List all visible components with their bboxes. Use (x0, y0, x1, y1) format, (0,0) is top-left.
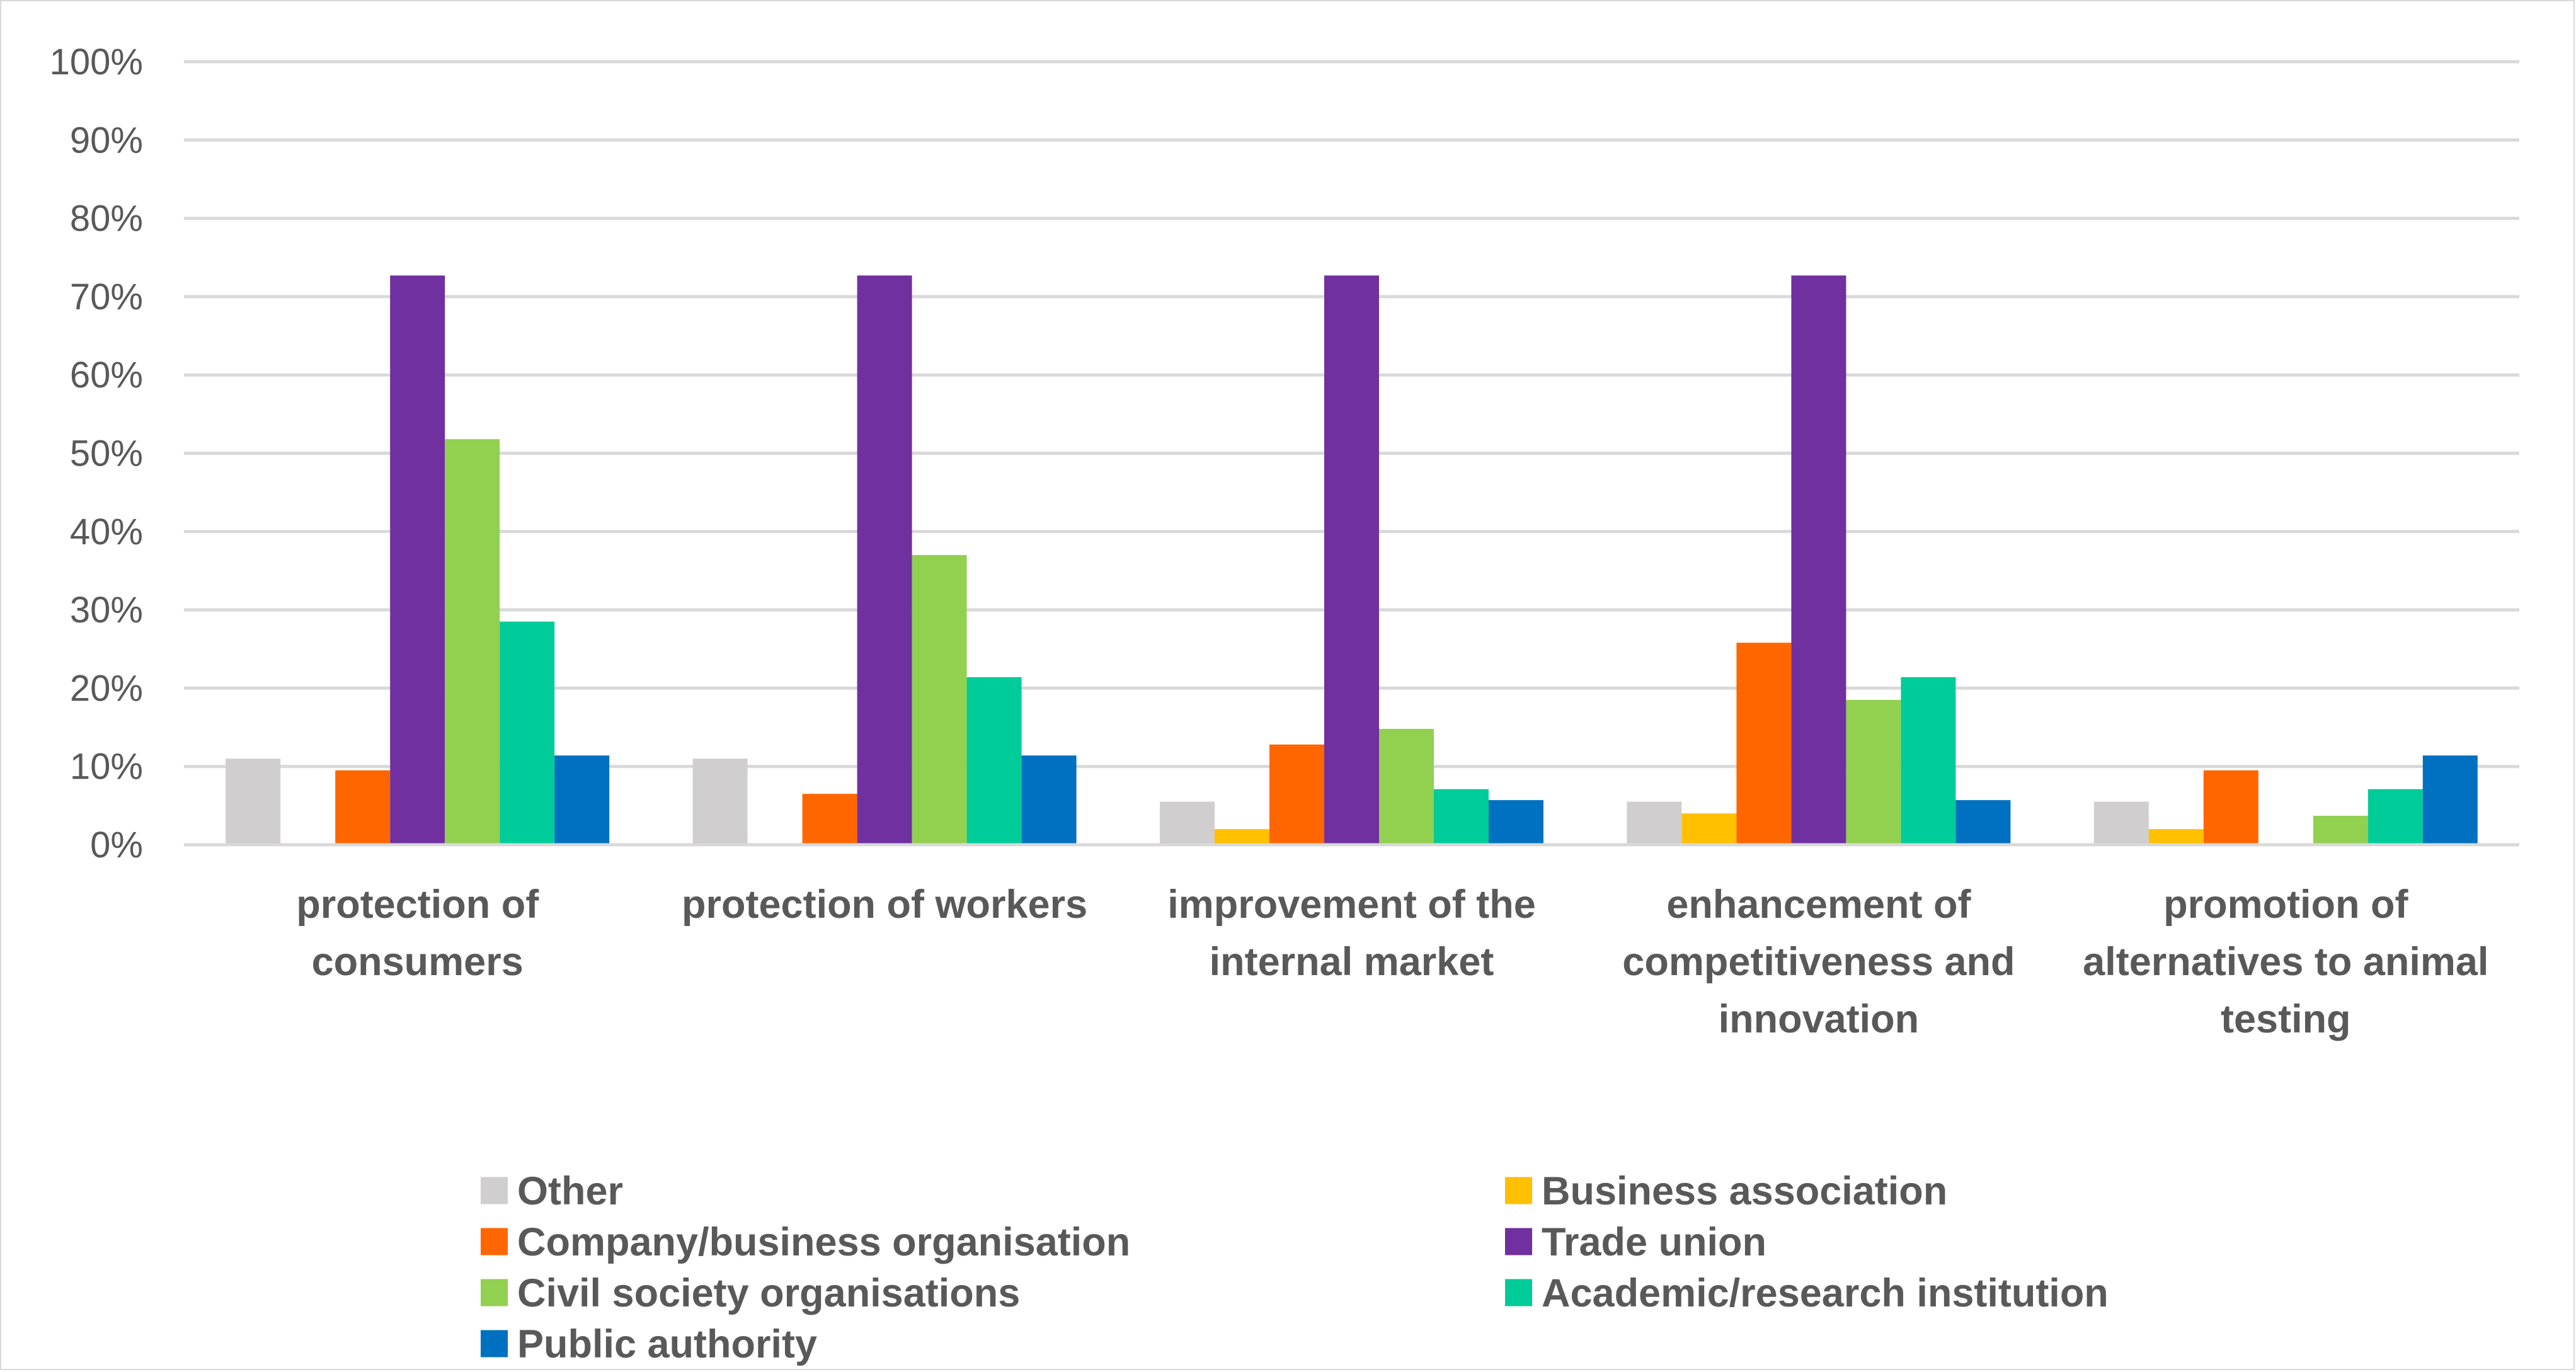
bar-other-4 (1627, 801, 1682, 845)
bar-company-business-organisation-2 (802, 794, 857, 845)
y-tick-label: 100% (50, 42, 143, 83)
category-label: enhancement of competitiveness and innovat… (1622, 883, 2015, 1041)
bar-civil-society-organisations-1 (445, 439, 500, 845)
bar-other-5 (2093, 801, 2149, 845)
legend-label: Trade union (1542, 1220, 1766, 1264)
bar-public-authority-2 (1021, 755, 1077, 845)
bar-academic-research-institution-3 (1434, 789, 1489, 845)
bar-public-authority-5 (2422, 755, 2478, 845)
category-label: promotion of alternatives to animal testin… (2083, 883, 2488, 1041)
bar-public-authority-1 (554, 755, 610, 845)
legend: Other Business association Company/busines… (481, 1169, 2109, 1366)
bar-company-business-organisation-4 (1736, 643, 1792, 845)
y-tick-label: 60% (70, 355, 143, 396)
legend-swatch (481, 1177, 508, 1204)
y-tick-label: 40% (70, 512, 143, 552)
legend-item-business-association: Business association (1505, 1169, 1947, 1213)
y-tick-label: 10% (70, 746, 143, 787)
legend-label: Public authority (517, 1322, 817, 1366)
bar-company-business-organisation-5 (2203, 770, 2258, 845)
y-tick-label: 90% (70, 120, 143, 161)
bar-civil-society-organisations-3 (1379, 729, 1434, 845)
bar-other-2 (692, 758, 748, 845)
bar-trade-union-2 (857, 275, 912, 845)
legend-item-trade-union: Trade union (1505, 1220, 1766, 1264)
bar-company-business-organisation-3 (1269, 744, 1324, 845)
bar-civil-society-organisations-2 (912, 555, 967, 845)
y-tick-label: 50% (70, 433, 143, 474)
legend-item-civil-society-organisations: Civil society organisations (481, 1271, 1020, 1315)
legend-item-company-business-organisation: Company/business organisation (481, 1220, 1130, 1264)
bar-academic-research-institution-4 (1901, 677, 1956, 845)
legend-swatch (481, 1330, 508, 1358)
bar-trade-union-4 (1791, 275, 1846, 845)
bar-academic-research-institution-2 (966, 677, 1022, 845)
legend-item-other: Other (481, 1169, 623, 1213)
y-tick-label: 0% (90, 825, 143, 866)
y-tick-label: 80% (70, 198, 143, 239)
legend-label: Business association (1542, 1169, 1947, 1213)
legend-swatch (1505, 1279, 1532, 1306)
bar-public-authority-3 (1489, 800, 1543, 845)
bar-academic-research-institution-1 (500, 621, 555, 845)
legend-swatch (481, 1279, 508, 1306)
bar-business-association-4 (1681, 813, 1737, 845)
legend-item-academic-research-institution: Academic/research institution (1505, 1271, 2109, 1315)
bar-business-association-3 (1215, 829, 1269, 845)
legend-label: Academic/research institution (1542, 1271, 2109, 1315)
legend-label: Company/business organisation (517, 1220, 1130, 1264)
bar-trade-union-3 (1324, 275, 1379, 845)
legend-swatch (481, 1228, 508, 1255)
bar-trade-union-1 (390, 275, 445, 845)
bar-civil-society-organisations-4 (1846, 700, 1901, 845)
bar-public-authority-4 (1955, 800, 2011, 845)
category-labels: protection of consumers protection of work… (296, 883, 2488, 1041)
legend-swatch (1505, 1177, 1532, 1204)
bar-other-1 (226, 758, 281, 845)
category-label: protection of workers (682, 883, 1087, 927)
y-axis-ticks: 0% 10% 20% 30% 40% 50% 60% 70% 80% 90% 100% (50, 42, 143, 866)
bar-company-business-organisation-1 (335, 770, 391, 845)
category-label: protection of consumers (296, 883, 539, 984)
legend-label: Civil society organisations (517, 1271, 1020, 1315)
bar-academic-research-institution-5 (2367, 789, 2423, 845)
bar-civil-society-organisations-5 (2313, 816, 2368, 845)
y-tick-label: 20% (70, 668, 143, 709)
legend-label: Other (517, 1169, 623, 1213)
bars (226, 275, 2478, 845)
category-label: improvement of the internal market (1167, 883, 1536, 984)
y-tick-label: 70% (70, 277, 143, 317)
legend-item-public-authority: Public authority (481, 1322, 817, 1366)
y-tick-label: 30% (70, 590, 143, 631)
legend-swatch (1505, 1228, 1532, 1255)
bar-business-association-5 (2148, 829, 2204, 845)
bar-other-3 (1160, 801, 1215, 845)
